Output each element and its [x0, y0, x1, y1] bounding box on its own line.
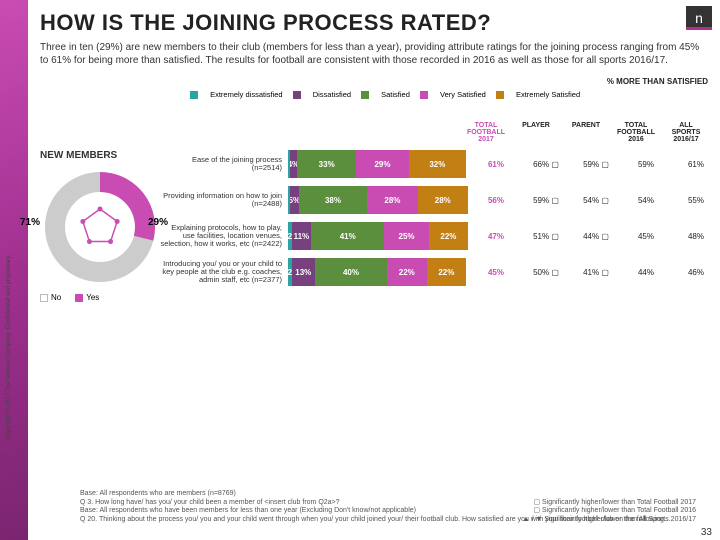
legend-item: Satisfied — [361, 90, 410, 99]
row-label: Ease of the joining process (n=2514) — [160, 156, 288, 173]
legend-item: Extremely dissatisfied — [190, 90, 283, 99]
donut-no-pct: 71% — [20, 217, 40, 228]
figure-cell: 41% ▢ — [574, 268, 618, 277]
figure-cell: 59% ▢ — [574, 160, 618, 169]
figure-cell: 66% ▢ — [524, 160, 568, 169]
foot-r3: ▲ / ▼ Significantly higher/lower than Al… — [523, 516, 696, 524]
legend-item: Extremely Satisfied — [496, 90, 580, 99]
foot-r2: ▢ Significantly higher/lower than Total … — [523, 507, 696, 515]
figure-cell: 47% — [474, 232, 518, 241]
figure-cell: 55% — [674, 196, 718, 205]
legend-item: Very Satisfied — [420, 90, 486, 99]
legend-yes: Yes — [75, 293, 99, 302]
donut-svg — [40, 167, 160, 287]
bar-segment: 5% — [290, 186, 299, 214]
subtitle-text: Three in ten (29%) are new members to th… — [40, 42, 708, 67]
bar-row: Providing information on how to join (n=… — [160, 186, 718, 214]
row-figures: 47% 51% ▢ 44% ▢ 45% 48% — [474, 232, 718, 241]
bar-segment: 4% — [290, 150, 297, 178]
bar-segment: 13% — [292, 258, 315, 286]
col-total-football-2017: TOTAL FOOTBALL 2017 — [464, 122, 508, 143]
bar-segment: 33% — [297, 150, 356, 178]
figure-cell: 46% — [674, 268, 718, 277]
footer-notes: Base: All respondents who are members (n… — [80, 490, 696, 524]
figure-cell: 44% ▢ — [574, 232, 618, 241]
stacked-bar: 4%33%29%32% — [288, 150, 468, 178]
stacked-bar: 213%40%22%22% — [288, 258, 468, 286]
series-legend: Extremely dissatisfied Dissatisfied Sati… — [190, 90, 708, 99]
donut-panel: NEW MEMBERS 71% 29% No Yes — [40, 150, 160, 302]
figure-cell: 61% — [674, 160, 718, 169]
donut-chart: 71% 29% — [40, 167, 160, 287]
donut-legend: No Yes — [40, 293, 160, 302]
row-label: Providing information on how to join (n=… — [160, 192, 288, 209]
figure-cell: 45% — [624, 232, 668, 241]
foot-r1: ▢ Significantly higher/lower than Total … — [523, 499, 696, 507]
bar-segment: 38% — [299, 186, 367, 214]
bar-segment: 29% — [356, 150, 408, 178]
figure-cell: 44% — [624, 268, 668, 277]
copyright-vertical: Copyright © 2017 The Nielsen Company. Co… — [6, 254, 12, 440]
main-content: NEW MEMBERS 71% 29% No Yes Ease of the j… — [40, 150, 708, 302]
bar-segment: 28% — [367, 186, 417, 214]
bar-segment: 40% — [315, 258, 387, 286]
figure-cell: 59% ▢ — [524, 196, 568, 205]
foot-l1: Base: All respondents who are members (n… — [80, 490, 696, 498]
col-player: PLAYER — [514, 122, 558, 143]
page-number: 33 — [701, 527, 712, 538]
row-figures: 61% 66% ▢ 59% ▢ 59% 61% — [474, 160, 718, 169]
figure-cell: 51% ▢ — [524, 232, 568, 241]
foot-right: ▢ Significantly higher/lower than Total … — [523, 499, 696, 524]
bar-segment: 22% — [427, 258, 467, 286]
bar-row: Explaining protocols, how to play, use f… — [160, 222, 718, 250]
row-label: Explaining protocols, how to play, use f… — [160, 224, 288, 249]
figure-cell: 48% — [674, 232, 718, 241]
page-title: HOW IS THE JOINING PROCESS RATED? — [40, 10, 708, 36]
column-headers: TOTAL FOOTBALL 2017 PLAYER PARENT TOTAL … — [464, 122, 708, 143]
figure-cell: 54% ▢ — [574, 196, 618, 205]
new-members-heading: NEW MEMBERS — [40, 150, 160, 161]
bar-segment: 22% — [429, 222, 468, 250]
legend-item: Dissatisfied — [293, 90, 351, 99]
row-figures: 45% 50% ▢ 41% ▢ 44% 46% — [474, 268, 718, 277]
figure-cell: 54% — [624, 196, 668, 205]
mts-label: % MORE THAN SATISFIED — [40, 77, 708, 86]
bar-segment: 25% — [384, 222, 429, 250]
col-total-football-2016: TOTAL FOOTBALL 2016 — [614, 122, 658, 143]
brand-stripe — [0, 0, 28, 540]
bar-segment: 22% — [387, 258, 427, 286]
bar-segment: 41% — [311, 222, 384, 250]
bars-panel: Ease of the joining process (n=2514)4%33… — [160, 150, 718, 302]
bar-segment: 28% — [418, 186, 468, 214]
bar-segment: 32% — [409, 150, 467, 178]
bar-row: Introducing you/ you or your child to ke… — [160, 258, 718, 286]
legend-no: No — [40, 293, 61, 302]
figure-cell: 56% — [474, 196, 518, 205]
figure-cell: 45% — [474, 268, 518, 277]
stacked-bar: 211%41%25%22% — [288, 222, 468, 250]
figure-cell: 61% — [474, 160, 518, 169]
stacked-bar: 5%38%28%28% — [288, 186, 468, 214]
col-all-sports: ALL SPORTS 2016/17 — [664, 122, 708, 143]
slide-content: HOW IS THE JOINING PROCESS RATED? Three … — [40, 10, 708, 530]
donut-yes-pct: 29% — [148, 217, 168, 228]
col-parent: PARENT — [564, 122, 608, 143]
figure-cell: 50% ▢ — [524, 268, 568, 277]
row-figures: 56% 59% ▢ 54% ▢ 54% 55% — [474, 196, 718, 205]
bar-segment: 11% — [292, 222, 312, 250]
figure-cell: 59% — [624, 160, 668, 169]
bar-row: Ease of the joining process (n=2514)4%33… — [160, 150, 718, 178]
row-label: Introducing you/ you or your child to ke… — [160, 260, 288, 285]
